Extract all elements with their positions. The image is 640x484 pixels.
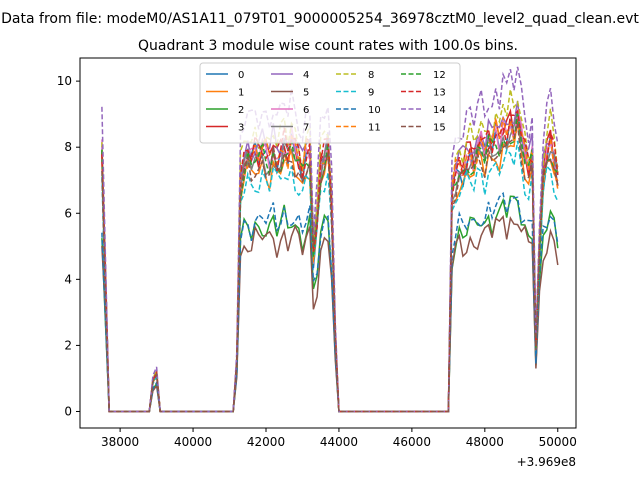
legend-label-2: 2 <box>238 105 244 116</box>
y-tick-label: 2 <box>64 338 72 352</box>
x-tick-label: 40000 <box>174 435 212 449</box>
x-tick-label: 46000 <box>393 435 431 449</box>
chart-title: Quadrant 3 module wise count rates with … <box>138 38 518 54</box>
legend-label-1: 1 <box>238 88 244 99</box>
legend-label-5: 5 <box>303 88 309 99</box>
legend-label-13: 13 <box>433 88 446 99</box>
legend-label-15: 15 <box>433 123 446 134</box>
legend-box <box>199 62 461 144</box>
legend-label-10: 10 <box>368 105 381 116</box>
series-layer <box>101 66 559 413</box>
x-tick-label: 48000 <box>466 435 504 449</box>
legend-label-9: 9 <box>368 88 374 99</box>
y-tick-label: 8 <box>64 140 72 154</box>
y-tick-label: 6 <box>64 206 72 220</box>
legend-label-12: 12 <box>433 70 446 81</box>
x-axis: 38000 40000 42000 44000 46000 48000 50000 <box>101 428 577 449</box>
series-line-15 <box>101 123 559 413</box>
legend-label-14: 14 <box>433 105 446 116</box>
legend-label-0: 0 <box>238 70 244 81</box>
y-tick-label: 10 <box>57 74 72 88</box>
legend-label-11: 11 <box>368 123 381 134</box>
x-tick-label: 42000 <box>247 435 285 449</box>
x-tick-label: 50000 <box>539 435 577 449</box>
legend-label-8: 8 <box>368 70 374 81</box>
y-tick-label: 4 <box>64 272 72 286</box>
x-tick-label: 44000 <box>320 435 358 449</box>
legend-label-3: 3 <box>238 123 244 134</box>
plot-area-frame <box>79 57 577 429</box>
legend-label-4: 4 <box>303 70 309 81</box>
y-tick-label: 0 <box>64 404 72 418</box>
x-axis-offset-label: +3.969e8 <box>517 455 576 469</box>
legend-label-6: 6 <box>303 105 309 116</box>
legend-label-7: 7 <box>303 123 309 134</box>
series-line-14 <box>101 66 559 413</box>
x-tick-label: 38000 <box>101 435 139 449</box>
y-axis: 0 2 4 6 8 10 <box>57 74 80 418</box>
figure-suptitle: Data from file: modeM0/AS1A11_079T01_900… <box>1 11 639 27</box>
